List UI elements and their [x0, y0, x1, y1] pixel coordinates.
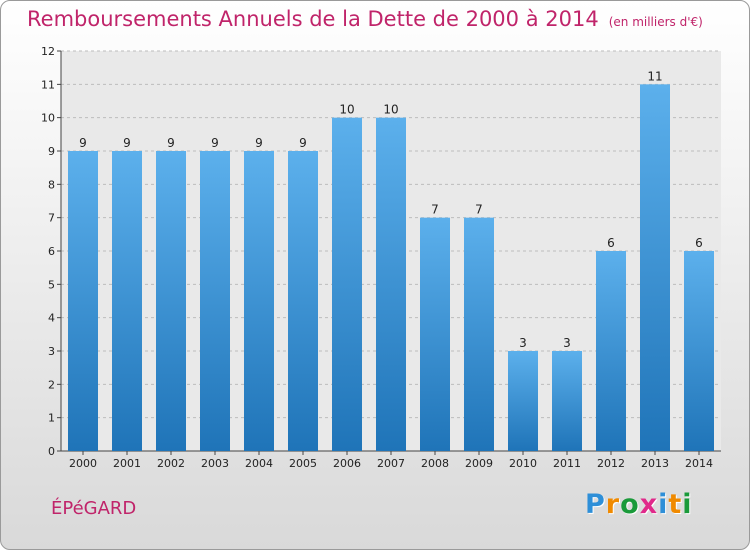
bar-2008 [420, 217, 450, 451]
logo-letter: o [620, 489, 640, 520]
value-label-2013: 11 [647, 69, 662, 83]
x-tick-label-2002: 2002 [157, 457, 185, 470]
bar-2013 [640, 84, 670, 451]
bar-2000 [68, 151, 98, 451]
bar-2004 [244, 151, 274, 451]
value-label-2006: 10 [339, 103, 354, 117]
bar-2001 [112, 151, 142, 451]
x-tick-label-2007: 2007 [377, 457, 405, 470]
chart-subtitle: (en milliers d'€) [608, 15, 703, 29]
y-tick-label: 2 [48, 378, 55, 391]
y-tick-label: 1 [48, 412, 55, 425]
chart-title: Remboursements Annuels de la Dette de 20… [27, 7, 703, 31]
commune-name: ÉPéGARD [51, 498, 137, 519]
bar-2010 [508, 351, 538, 451]
x-tick-label-2009: 2009 [465, 457, 493, 470]
x-tick-label-2000: 2000 [69, 457, 97, 470]
value-label-2003: 9 [211, 136, 219, 150]
y-tick-label: 8 [48, 178, 55, 191]
bar-2011 [552, 351, 582, 451]
value-label-2012: 6 [607, 236, 615, 250]
y-tick-label: 11 [41, 78, 55, 91]
bar-2003 [200, 151, 230, 451]
value-label-2001: 9 [123, 136, 131, 150]
logo-letter: x [639, 489, 659, 520]
x-tick-label-2010: 2010 [509, 457, 537, 470]
x-tick-label-2003: 2003 [201, 457, 229, 470]
value-label-2011: 3 [563, 336, 571, 350]
x-tick-label-2008: 2008 [421, 457, 449, 470]
x-tick-label-2005: 2005 [289, 457, 317, 470]
bar-2014 [684, 251, 714, 451]
bar-2012 [596, 251, 626, 451]
x-tick-label-2013: 2013 [641, 457, 669, 470]
y-tick-label: 12 [41, 45, 55, 58]
value-label-2010: 3 [519, 336, 527, 350]
x-tick-label-2004: 2004 [245, 457, 273, 470]
value-label-2007: 10 [383, 103, 398, 117]
value-label-2002: 9 [167, 136, 175, 150]
x-tick-label-2014: 2014 [685, 457, 713, 470]
bar-2009 [464, 217, 494, 451]
y-tick-label: 10 [41, 112, 55, 125]
y-tick-label: 3 [48, 345, 55, 358]
logo-letter: i [658, 489, 669, 520]
value-label-2009: 7 [475, 203, 483, 217]
y-tick-label: 4 [48, 312, 55, 325]
chart-title-text: Remboursements Annuels de la Dette de 20… [27, 7, 599, 31]
value-label-2004: 9 [255, 136, 263, 150]
value-label-2005: 9 [299, 136, 307, 150]
x-tick-label-2011: 2011 [553, 457, 581, 470]
logo-letter: i [682, 489, 693, 520]
y-tick-label: 9 [48, 145, 55, 158]
y-tick-label: 6 [48, 245, 55, 258]
bar-2002 [156, 151, 186, 451]
bar-2005 [288, 151, 318, 451]
x-tick-label-2001: 2001 [113, 457, 141, 470]
bar-2006 [332, 117, 362, 452]
x-tick-label-2012: 2012 [597, 457, 625, 470]
x-tick-label-2006: 2006 [333, 457, 361, 470]
y-tick-label: 5 [48, 278, 55, 291]
logo-letter: t [668, 489, 683, 520]
bar-2007 [376, 117, 406, 452]
value-label-2008: 7 [431, 203, 439, 217]
logo-letter: r [605, 489, 621, 520]
logo-letter: P [585, 489, 606, 520]
proxiti-logo: Proxiti [585, 489, 693, 520]
y-tick-label: 7 [48, 212, 55, 225]
y-tick-label: 0 [48, 445, 55, 458]
value-label-2000: 9 [79, 136, 87, 150]
value-label-2014: 6 [695, 236, 703, 250]
